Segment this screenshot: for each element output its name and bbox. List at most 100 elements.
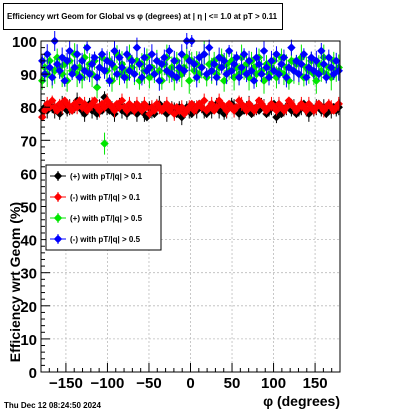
data-point bbox=[57, 53, 67, 62]
data-point bbox=[207, 66, 216, 75]
data-point bbox=[130, 106, 139, 115]
legend-label: (-) with pT/|q| > 0.5 bbox=[70, 235, 141, 244]
data-point bbox=[204, 43, 214, 52]
data-point bbox=[142, 103, 152, 112]
data-point bbox=[92, 73, 102, 82]
data-point bbox=[272, 106, 281, 115]
x-tick-label: 50 bbox=[224, 375, 241, 392]
data-point bbox=[110, 106, 119, 115]
data-point bbox=[60, 96, 69, 105]
data-point bbox=[244, 73, 254, 82]
data-point bbox=[127, 56, 137, 66]
y-tick-label: 100 bbox=[12, 34, 37, 51]
data-point bbox=[287, 43, 296, 52]
data-point bbox=[200, 50, 209, 59]
y-tick-label: 10 bbox=[20, 332, 37, 349]
data-point bbox=[267, 56, 276, 66]
data-point bbox=[282, 73, 291, 82]
data-point bbox=[132, 43, 142, 52]
y-tick-label: 90 bbox=[20, 67, 37, 84]
series-layer bbox=[38, 31, 343, 155]
data-point bbox=[297, 59, 306, 69]
data-point bbox=[40, 106, 49, 115]
data-point bbox=[165, 46, 174, 56]
data-point bbox=[247, 66, 256, 75]
data-point bbox=[262, 106, 271, 115]
y-axis-title: Efficiency wrt Geom (%) bbox=[7, 202, 23, 362]
data-point bbox=[132, 109, 142, 119]
data-point bbox=[117, 106, 127, 115]
data-point bbox=[105, 76, 114, 85]
data-point bbox=[80, 99, 89, 109]
data-point bbox=[50, 66, 59, 75]
data-point bbox=[120, 73, 129, 82]
data-point bbox=[52, 106, 62, 115]
data-point bbox=[190, 59, 199, 69]
data-point bbox=[162, 109, 172, 119]
data-point bbox=[117, 63, 127, 72]
data-point bbox=[232, 53, 241, 62]
series-2 bbox=[38, 93, 343, 122]
x-tick-label: 0 bbox=[186, 375, 194, 392]
data-point bbox=[75, 73, 84, 82]
legend: (+) with pT/|q| > 0.1 (-) with pT/|q| > 0… bbox=[45, 164, 162, 251]
data-point bbox=[162, 99, 172, 109]
data-point bbox=[302, 73, 311, 82]
data-point bbox=[172, 73, 181, 82]
data-point bbox=[185, 76, 194, 85]
data-point bbox=[127, 103, 137, 112]
data-point bbox=[244, 56, 254, 66]
data-point bbox=[317, 46, 326, 56]
footer-timestamp: Thu Dec 12 08:24:50 2024 bbox=[4, 401, 101, 410]
data-point bbox=[274, 69, 284, 79]
data-point bbox=[70, 63, 79, 72]
data-point bbox=[135, 103, 144, 112]
data-point bbox=[137, 73, 147, 82]
data-point bbox=[307, 103, 316, 112]
data-point bbox=[239, 50, 249, 59]
data-point bbox=[125, 66, 134, 75]
data-point bbox=[209, 59, 219, 69]
data-point bbox=[264, 73, 274, 82]
data-point bbox=[132, 56, 142, 66]
data-point bbox=[125, 99, 134, 109]
data-point bbox=[322, 73, 331, 82]
data-point bbox=[299, 50, 309, 59]
data-point bbox=[249, 76, 259, 85]
data-point bbox=[130, 69, 139, 79]
data-point bbox=[107, 59, 117, 69]
data-point bbox=[319, 59, 329, 69]
data-point bbox=[115, 53, 124, 62]
data-point bbox=[50, 103, 59, 112]
legend-marker bbox=[53, 171, 63, 181]
data-point bbox=[202, 106, 211, 115]
data-point bbox=[172, 103, 181, 112]
data-point bbox=[192, 73, 201, 82]
data-point bbox=[162, 66, 172, 75]
data-point bbox=[224, 46, 234, 56]
series-4 bbox=[38, 31, 343, 91]
y-tick-label: 20 bbox=[20, 299, 37, 316]
data-point bbox=[120, 103, 129, 112]
chart-title: Efficiency wrt Geom for Global vs φ (deg… bbox=[7, 12, 278, 21]
data-point bbox=[100, 103, 109, 112]
data-point bbox=[70, 99, 79, 109]
data-point bbox=[125, 53, 134, 62]
data-point bbox=[57, 103, 67, 112]
data-point bbox=[165, 106, 174, 115]
data-point bbox=[170, 109, 179, 119]
data-point bbox=[65, 46, 74, 56]
legend-box bbox=[45, 164, 162, 251]
data-point bbox=[217, 63, 226, 72]
y-tick-label: 80 bbox=[20, 100, 37, 117]
data-point bbox=[334, 99, 343, 109]
data-point bbox=[155, 76, 164, 85]
data-point bbox=[279, 53, 289, 62]
data-point bbox=[204, 59, 214, 69]
data-point bbox=[100, 139, 109, 148]
data-point bbox=[237, 63, 246, 72]
data-point bbox=[135, 76, 144, 85]
y-tick-label: 70 bbox=[20, 133, 37, 150]
data-point bbox=[314, 69, 324, 79]
data-point bbox=[97, 99, 107, 109]
